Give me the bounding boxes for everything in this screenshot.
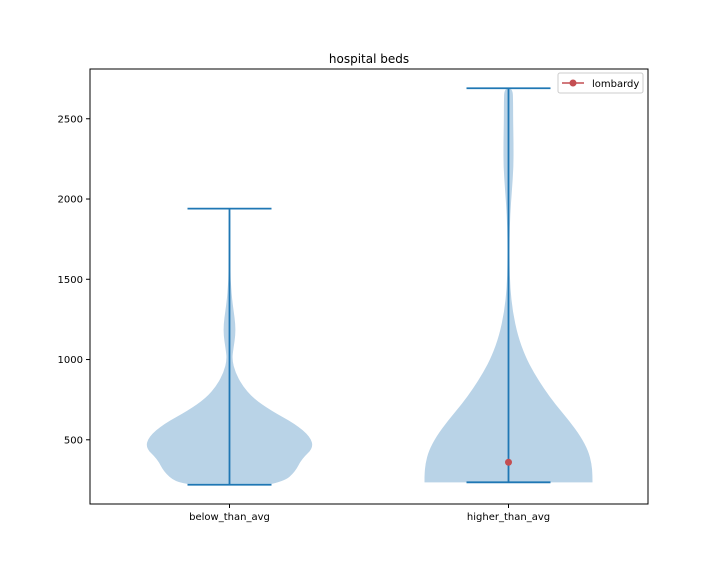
legend-box xyxy=(557,72,644,94)
legend: lombardy xyxy=(557,72,644,94)
legend-marker-dot xyxy=(569,79,577,87)
y-tick-label-1000: 1000 xyxy=(58,355,83,366)
y-tick-label-2500: 2500 xyxy=(58,114,83,125)
plot-frame xyxy=(89,68,649,505)
chart-title: hospital beds xyxy=(329,52,409,66)
y-tick-label-2000: 2000 xyxy=(58,195,83,206)
x-tick-label-higher_than_avg: higher_than_avg xyxy=(467,512,550,523)
legend-entry-lombardy: lombardy xyxy=(592,79,639,90)
x-tick-label-below_than_avg: below_than_avg xyxy=(189,512,270,523)
y-tick-label-500: 500 xyxy=(64,435,83,446)
point-lombardy xyxy=(505,458,512,466)
y-tick-label-1500: 1500 xyxy=(58,275,83,286)
